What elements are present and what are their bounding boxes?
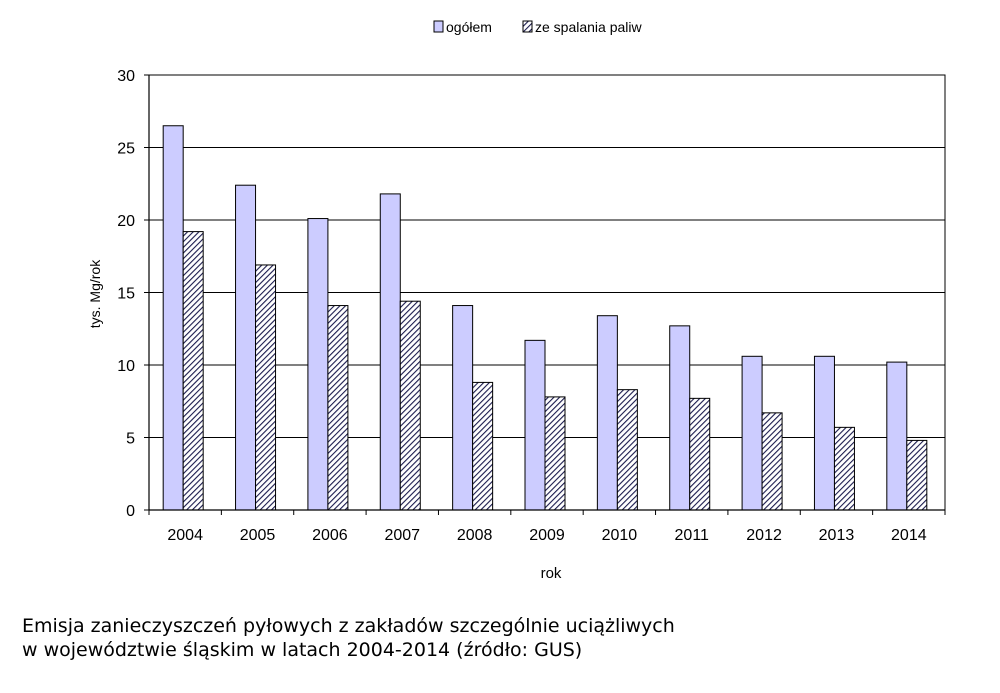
bar-ogolem-2011	[669, 325, 691, 511]
bar-spalanie-2006	[327, 305, 349, 511]
x-tick-label-2012: 2012	[746, 527, 782, 544]
caption-line-2: w województwie śląskim w latach 2004-201…	[22, 639, 583, 661]
y-tick-label-20: 20	[117, 213, 135, 230]
x-tick-label-2010: 2010	[602, 527, 638, 544]
x-tick-label-2013: 2013	[819, 527, 855, 544]
bar-chart: ogółem ze spalania paliw 0 5 10 15 20 25 30 200…	[87, 19, 946, 582]
bar-ogolem-2010	[596, 315, 618, 511]
x-tick-label-2006: 2006	[312, 527, 348, 544]
y-tick-label-30: 30	[117, 68, 135, 85]
y-tick-label-15: 15	[117, 286, 135, 303]
x-tick-label-2009: 2009	[529, 527, 565, 544]
caption-line-1: Emisja zanieczyszczeń pyłowych z zakładó…	[22, 615, 675, 637]
bar-ogolem-2005	[235, 184, 257, 511]
bar-spalanie-2008	[472, 381, 494, 511]
bar-ogolem-2007	[379, 193, 401, 511]
bar-spalanie-2012	[761, 412, 783, 511]
bar-ogolem-2009	[524, 339, 546, 511]
bar-spalanie-2005	[255, 264, 277, 511]
bar-ogolem-2006	[307, 218, 329, 511]
legend-swatch-ogolem	[433, 20, 444, 33]
bar-ogolem-2004	[162, 125, 184, 511]
x-tick-label-2011: 2011	[675, 527, 710, 544]
bar-spalanie-2004	[182, 231, 204, 511]
bar-ogolem-2013	[813, 355, 835, 511]
x-axis-label: rok	[541, 565, 562, 582]
bar-spalanie-2009	[544, 396, 566, 511]
y-tick-label-25: 25	[117, 141, 135, 158]
x-tick-label-2004: 2004	[167, 527, 203, 544]
bar-spalanie-2011	[689, 397, 711, 511]
x-tick-label-2005: 2005	[240, 527, 276, 544]
bar-spalanie-2014	[906, 439, 928, 511]
bars	[162, 125, 928, 511]
bar-spalanie-2010	[616, 389, 638, 511]
x-tick-label-2008: 2008	[457, 527, 493, 544]
x-tick-label-2007: 2007	[384, 527, 420, 544]
y-axis-label: tys. Mg/rok	[87, 259, 103, 328]
legend-label-spalanie: ze spalania paliw	[535, 19, 643, 35]
bar-ogolem-2014	[886, 361, 908, 511]
y-tick-label-5: 5	[126, 431, 135, 448]
x-tick-label-2014: 2014	[891, 527, 927, 544]
legend-swatch-spalanie	[522, 20, 533, 33]
bar-spalanie-2013	[833, 426, 855, 511]
y-axis-ticks: 0 5 10 15 20 25 30	[117, 68, 149, 520]
bar-ogolem-2012	[741, 355, 763, 511]
y-tick-label-0: 0	[126, 503, 135, 520]
figure-caption: Emisja zanieczyszczeń pyłowych z zakładó…	[22, 614, 982, 662]
bar-spalanie-2007	[399, 300, 421, 511]
y-tick-label-10: 10	[117, 358, 135, 375]
bar-ogolem-2008	[452, 305, 474, 511]
x-axis-ticks: 2004 2005 2006 2007 2008 2009 2010 2011 2012 2013…	[148, 510, 946, 544]
legend: ogółem ze spalania paliw	[433, 19, 643, 35]
legend-label-ogolem: ogółem	[446, 19, 492, 35]
